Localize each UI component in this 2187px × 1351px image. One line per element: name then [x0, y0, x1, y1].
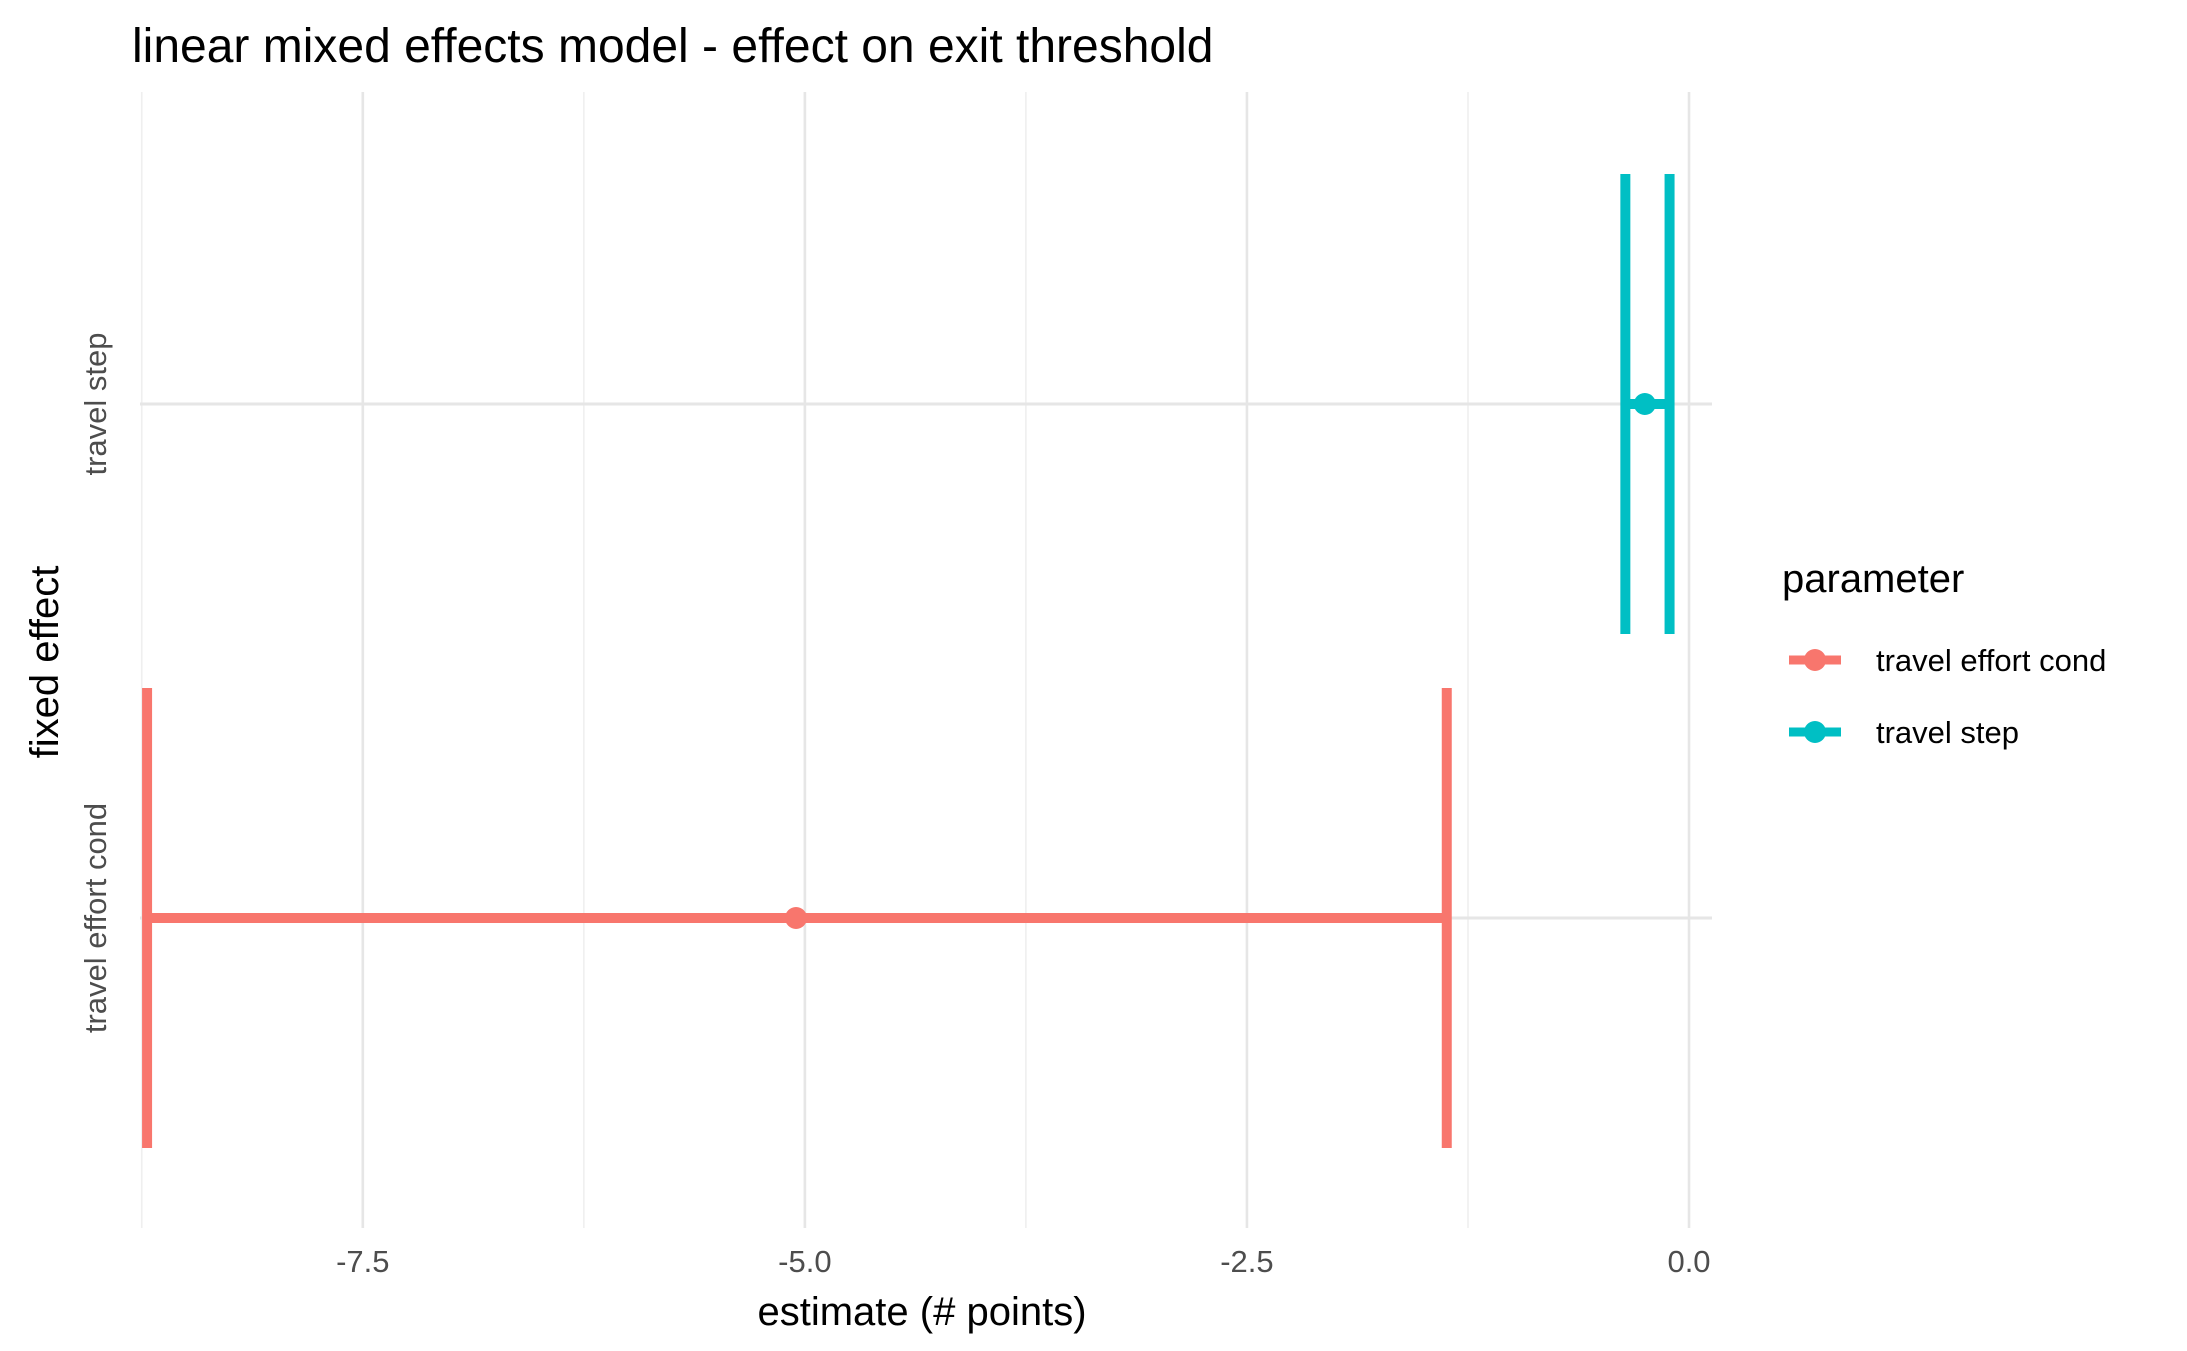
- x-tick-label: -2.5: [1220, 1244, 1273, 1279]
- legend-key-point: [1804, 721, 1826, 743]
- legend-label: travel effort cond: [1876, 643, 2106, 678]
- estimate-point: [1633, 393, 1656, 415]
- x-tick-label: 0.0: [1667, 1244, 1710, 1279]
- x-axis-title: estimate (# points): [757, 1290, 1086, 1334]
- x-axis-ticks: -7.5 -5.0 -2.5 0.0: [336, 1244, 1710, 1279]
- errorbar-travel-step: [1620, 174, 1675, 634]
- y-tick-label: travel step: [78, 332, 113, 475]
- y-axis-ticks: travel effort cond travel step: [78, 332, 113, 1033]
- chart-marks: [142, 174, 1675, 1148]
- x-tick-label: -5.0: [778, 1244, 831, 1279]
- y-axis-title: fixed effect: [23, 566, 67, 759]
- legend-label: travel step: [1876, 715, 2019, 750]
- grid: [140, 92, 1712, 1228]
- legend-title: parameter: [1782, 557, 1964, 601]
- legend-key-point: [1804, 649, 1826, 671]
- x-tick-label: -7.5: [336, 1244, 389, 1279]
- estimate-point: [785, 907, 808, 929]
- legend-item: travel effort cond: [1789, 643, 2106, 678]
- legend: parameter travel effort cond travel step: [1782, 557, 2106, 750]
- y-tick-label: travel effort cond: [78, 803, 113, 1033]
- legend-item: travel step: [1789, 715, 2019, 750]
- errorbar-travel-effort-cond: [142, 688, 1452, 1148]
- chart-title: linear mixed effects model - effect on e…: [132, 20, 1213, 73]
